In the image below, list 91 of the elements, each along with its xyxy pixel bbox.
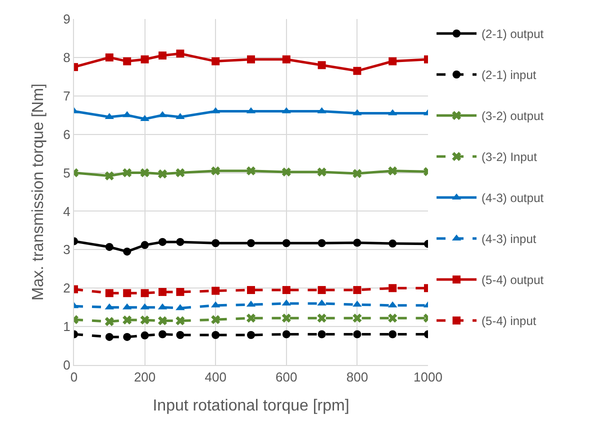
point bbox=[176, 50, 184, 58]
point bbox=[123, 57, 132, 66]
point bbox=[158, 316, 168, 326]
point bbox=[176, 168, 185, 178]
point bbox=[353, 238, 362, 247]
point bbox=[158, 330, 166, 338]
point bbox=[317, 314, 326, 323]
legend-label: (4-3) input bbox=[482, 232, 537, 246]
point bbox=[140, 55, 149, 64]
point bbox=[140, 316, 150, 325]
point bbox=[212, 239, 220, 248]
point bbox=[212, 286, 220, 295]
point bbox=[122, 316, 132, 325]
point bbox=[176, 288, 184, 296]
point bbox=[353, 66, 362, 75]
x-tick-label: 200 bbox=[134, 370, 156, 385]
point bbox=[104, 171, 114, 180]
point bbox=[282, 330, 290, 338]
point bbox=[388, 314, 398, 323]
x-tick-label: 600 bbox=[276, 370, 298, 385]
point bbox=[247, 55, 255, 64]
point bbox=[318, 61, 326, 70]
point bbox=[211, 166, 220, 176]
y-tick-label: 0 bbox=[63, 358, 70, 373]
x-tick-label: 1000 bbox=[414, 370, 442, 385]
point bbox=[246, 314, 256, 323]
point bbox=[388, 284, 397, 292]
legend-label: (2-1) output bbox=[482, 27, 544, 42]
point bbox=[282, 314, 291, 323]
point bbox=[388, 166, 398, 176]
x-axis-title: Input rotational torque [rpm] bbox=[152, 397, 350, 414]
point bbox=[105, 242, 114, 251]
y-tick-label: 1 bbox=[63, 319, 70, 334]
legend-label: (3-2) output bbox=[482, 109, 544, 124]
point bbox=[247, 239, 255, 248]
point bbox=[247, 286, 255, 294]
point bbox=[158, 52, 166, 60]
point bbox=[158, 169, 168, 178]
legend-label: (5-4) output bbox=[482, 273, 544, 288]
x-tick-label: 400 bbox=[204, 370, 226, 385]
point bbox=[105, 332, 114, 341]
point bbox=[104, 317, 114, 326]
y-tick-label: 2 bbox=[63, 280, 70, 296]
point bbox=[158, 238, 166, 246]
point bbox=[246, 166, 256, 176]
point bbox=[318, 286, 326, 294]
point bbox=[353, 330, 362, 338]
point bbox=[211, 315, 220, 324]
point bbox=[176, 331, 184, 340]
point bbox=[353, 286, 362, 294]
legend-label: (5-4) input bbox=[482, 314, 537, 328]
point bbox=[140, 289, 149, 298]
point bbox=[140, 241, 149, 250]
y-tick-label: 9 bbox=[63, 12, 70, 27]
point bbox=[318, 239, 326, 248]
point bbox=[176, 238, 184, 246]
point bbox=[158, 288, 166, 296]
point bbox=[176, 316, 185, 326]
x-tick-label: 800 bbox=[346, 370, 368, 385]
point bbox=[140, 168, 150, 178]
y-tick-label: 4 bbox=[63, 204, 70, 219]
point bbox=[317, 167, 326, 177]
y-tick-label: 5 bbox=[63, 165, 70, 180]
point bbox=[282, 167, 291, 177]
point bbox=[140, 331, 149, 340]
legend-label: (3-2) Input bbox=[482, 150, 538, 164]
point bbox=[352, 169, 362, 178]
point bbox=[123, 332, 132, 341]
y-tick-label: 8 bbox=[63, 50, 70, 65]
y-tick-label: 7 bbox=[63, 88, 70, 104]
point bbox=[352, 314, 362, 323]
y-tick-label: 6 bbox=[63, 126, 70, 142]
point bbox=[282, 55, 290, 64]
point bbox=[318, 330, 326, 338]
legend-label: (4-3) output bbox=[482, 191, 544, 206]
point bbox=[105, 289, 114, 298]
y-tick-label: 3 bbox=[63, 242, 70, 258]
point bbox=[282, 286, 290, 294]
point bbox=[122, 168, 132, 178]
point bbox=[123, 248, 132, 256]
point bbox=[247, 331, 255, 340]
point bbox=[212, 57, 220, 66]
legend-label: (2-1) input bbox=[482, 68, 537, 82]
point bbox=[388, 240, 397, 248]
point bbox=[388, 330, 397, 338]
y-axis-title: Max. transmission torque [Nm] bbox=[30, 84, 48, 300]
point bbox=[105, 53, 114, 62]
point bbox=[388, 57, 397, 66]
point bbox=[282, 239, 290, 248]
point bbox=[123, 289, 132, 298]
point bbox=[212, 331, 220, 340]
